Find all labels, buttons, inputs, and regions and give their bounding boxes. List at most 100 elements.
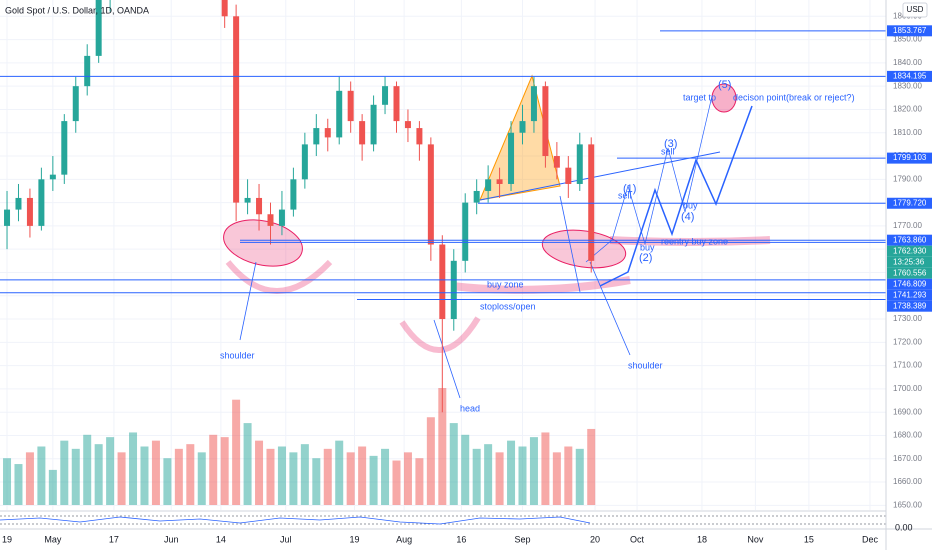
annotation: reentry buy zone	[661, 236, 728, 246]
annotation: shoulder	[220, 350, 255, 360]
volume-bar	[369, 455, 378, 505]
volume-bar	[3, 458, 12, 505]
level-label-bg	[887, 267, 932, 279]
x-tick-label: May	[44, 534, 62, 544]
candle-body	[221, 0, 228, 17]
candle-body	[336, 90, 343, 138]
volume-bar	[415, 458, 424, 505]
y-tick-label: 1810.00	[893, 128, 922, 137]
volume-bar	[14, 464, 23, 505]
volume-bar	[346, 452, 355, 505]
y-tick-label: 1660.00	[893, 477, 922, 486]
volume-bar	[163, 458, 172, 505]
level-label: 1779.720	[893, 198, 927, 207]
levels: 1853.767 1834.195 1799.103 1779.720 1763.860…	[0, 25, 932, 312]
volume-bar	[232, 399, 241, 505]
candle-body	[382, 86, 389, 105]
x-tick-label: 19	[349, 534, 359, 544]
level-label-bg	[887, 234, 932, 246]
annotation: (2)	[639, 252, 652, 264]
candle-body	[313, 128, 320, 145]
candle-body	[473, 190, 480, 203]
volume-bar	[266, 448, 275, 505]
volume-bar	[277, 446, 286, 505]
volume-bar	[472, 448, 481, 505]
arc	[451, 276, 631, 294]
volume-bar	[461, 434, 470, 505]
y-tick-label: 1790.00	[893, 174, 922, 183]
volume-bar	[186, 444, 195, 505]
volume-bar	[564, 446, 573, 505]
arrow	[589, 261, 631, 356]
y-tick-label: 1840.00	[893, 58, 922, 67]
annotation: buy	[683, 200, 698, 210]
candle-body	[485, 179, 492, 191]
y-tick-label: 1770.00	[893, 221, 922, 230]
candle-body	[450, 260, 457, 320]
candle-body	[542, 86, 549, 157]
volume-bar	[117, 452, 126, 505]
volume-bar	[151, 440, 160, 505]
volume-bar	[335, 440, 344, 505]
level-label-bg	[887, 197, 932, 209]
y-tick-label: 1690.00	[893, 407, 922, 416]
candle-body	[347, 90, 354, 122]
annotation: shoulder	[628, 360, 663, 370]
volume-bar	[426, 417, 435, 505]
y-tick-label: 1710.00	[893, 361, 922, 370]
volume-bar	[106, 437, 115, 505]
x-tick-label: 17	[109, 534, 119, 544]
candle-body	[324, 128, 331, 138]
level-label: 1746.809	[893, 279, 927, 288]
x-tick-label: Jun	[164, 534, 179, 544]
volume-bar	[209, 434, 218, 505]
volume-bar	[300, 444, 309, 505]
currency-box	[902, 2, 928, 18]
x-tick-label: Sep	[514, 534, 530, 544]
candle-body	[508, 132, 515, 184]
volume-bar	[358, 446, 367, 505]
chart-title: Gold Spot / U.S. Dollar, 1D, OANDA	[5, 5, 149, 15]
annotation: buy zone	[487, 279, 524, 289]
volume-bar	[552, 452, 561, 505]
level-label: 1738.389	[893, 301, 927, 310]
candle-body	[359, 121, 366, 145]
arc	[399, 316, 481, 353]
volume-bar	[37, 446, 46, 505]
indicator-line	[0, 516, 591, 525]
volume-bar	[518, 446, 527, 505]
candle-body	[95, 0, 102, 56]
volume-bar	[529, 437, 538, 505]
level-label: 1799.103	[893, 153, 927, 162]
candle-body	[393, 86, 400, 122]
volume-bar	[312, 458, 321, 505]
candle-body	[15, 197, 22, 210]
x-tick-label: 16	[456, 534, 466, 544]
candle-body	[496, 179, 503, 184]
volume-pane	[3, 388, 596, 505]
candle-body	[462, 202, 469, 261]
volume-bar	[60, 440, 69, 505]
volume-bar	[197, 452, 206, 505]
y-tick-label: 1730.00	[893, 314, 922, 323]
candle-body	[4, 209, 11, 226]
volume-bar	[25, 452, 34, 505]
y-tick-label: 1850.00	[893, 35, 922, 44]
x-tick-label: 14	[216, 534, 226, 544]
candles	[4, 0, 595, 413]
target-ellipse	[711, 83, 737, 113]
y-tick-label: 1670.00	[893, 454, 922, 463]
annotation: buy	[640, 242, 655, 252]
level-label-bg	[887, 152, 932, 164]
volume-bar	[541, 432, 550, 505]
x-tick-label: 15	[804, 534, 814, 544]
volume-bar	[449, 423, 458, 505]
volume-bar	[438, 388, 447, 505]
volume-bar	[243, 423, 252, 505]
annotation: (1)	[623, 183, 636, 195]
y-tick-label: 1680.00	[893, 431, 922, 440]
candle-body	[301, 144, 308, 180]
annotation: sell	[661, 146, 675, 156]
candle-body	[290, 179, 297, 210]
